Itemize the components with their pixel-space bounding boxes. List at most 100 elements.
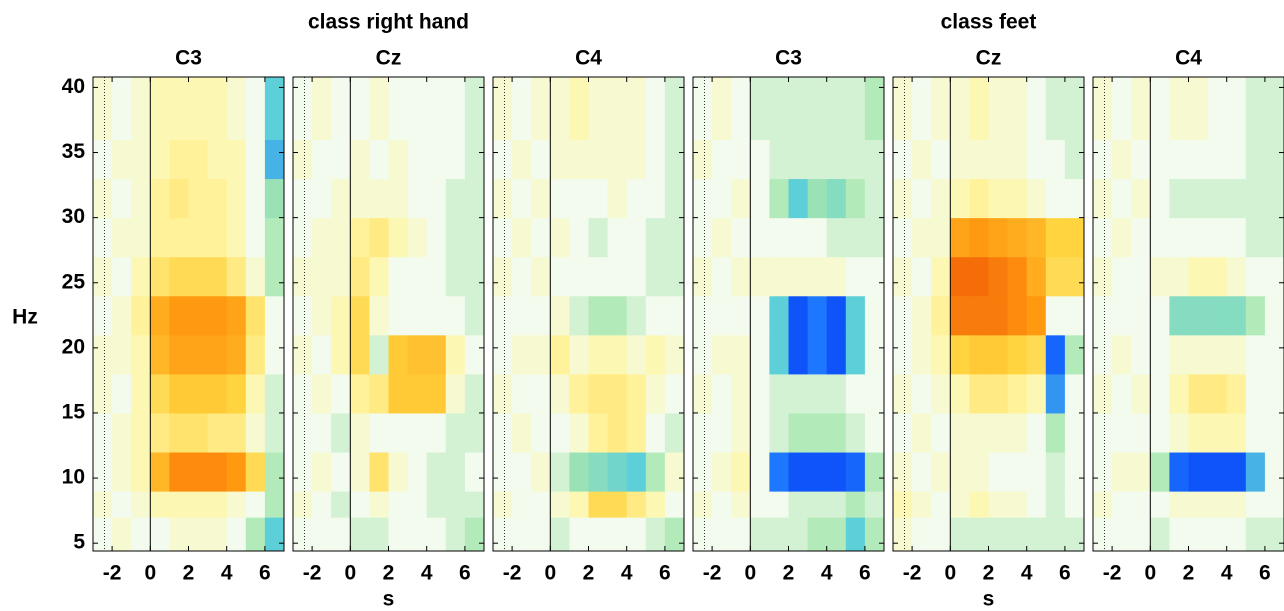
heat-cell (1227, 335, 1247, 375)
heat-cell (227, 296, 247, 336)
heat-cell (1065, 335, 1085, 375)
heat-cell (827, 452, 847, 492)
heat-cell (150, 257, 170, 297)
heat-cell (1046, 413, 1066, 453)
heat-cell (750, 374, 770, 414)
heat-cell (131, 179, 151, 219)
heat-cell (846, 335, 866, 375)
heat-cell (1131, 452, 1151, 492)
heat-cell (569, 296, 589, 336)
heat-cell (646, 77, 666, 140)
x-tick-label: 4 (821, 562, 833, 585)
heat-cell (408, 413, 428, 453)
heat-cell (227, 491, 247, 518)
x-tick-label: 6 (459, 562, 471, 585)
heat-cell (331, 140, 351, 180)
heat-cell (312, 517, 332, 551)
heat-cell (1008, 413, 1028, 453)
heat-cell (389, 179, 409, 219)
heat-cell (1046, 257, 1066, 297)
heat-cell (646, 179, 666, 219)
heat-cell (950, 335, 970, 375)
heat-cell (350, 413, 370, 453)
x-tick-label: -2 (703, 562, 722, 585)
heat-cell (1065, 296, 1085, 336)
heat-cell (1046, 452, 1066, 492)
heat-cell (550, 218, 570, 258)
heat-cell (446, 374, 466, 414)
heat-cell (589, 179, 609, 219)
heat-cell (408, 452, 428, 492)
heat-cell (1131, 218, 1151, 258)
heat-cell (408, 140, 428, 180)
panel-title: C4 (575, 47, 602, 70)
heat-cell (265, 452, 285, 492)
heat-cell (769, 140, 789, 180)
heat-cell (569, 413, 589, 453)
figure: -20246510152025303540C3-20246Cz-20246C4-… (0, 0, 1284, 611)
heat-cell (1208, 374, 1228, 414)
heat-cell (369, 77, 389, 140)
x-tick-label: 0 (544, 562, 556, 585)
heat-cell (750, 179, 770, 219)
heat-cell (93, 335, 113, 375)
heat-cell (493, 257, 513, 297)
x-tick-label: 2 (1183, 562, 1195, 585)
heat-cell (1112, 77, 1132, 140)
heat-cell (1150, 77, 1170, 140)
heat-cell (493, 77, 513, 140)
heat-cell (512, 517, 532, 551)
heat-cell (131, 517, 151, 551)
heat-cell (789, 335, 809, 375)
heat-cell (512, 77, 532, 140)
heat-cell (112, 335, 132, 375)
heat-cell (208, 140, 228, 180)
heat-cell (331, 257, 351, 297)
heat-cell (189, 179, 209, 219)
heat-cell (769, 77, 789, 140)
heat-cell (350, 335, 370, 375)
heat-cell (750, 517, 770, 551)
heat-cell (112, 452, 132, 492)
heat-cell (493, 218, 513, 258)
heat-cell (169, 374, 189, 414)
heat-cell (712, 335, 732, 375)
heat-cell (589, 374, 609, 414)
heat-cell (189, 374, 209, 414)
heat-cell (131, 335, 151, 375)
heat-cell (1150, 452, 1170, 492)
heat-cell (1169, 257, 1189, 297)
heat-cell (627, 296, 647, 336)
heat-cell (912, 413, 932, 453)
heat-cell (512, 140, 532, 180)
heat-cell (627, 77, 647, 140)
heat-cell (189, 140, 209, 180)
heat-cell (569, 257, 589, 297)
heat-cell (227, 77, 247, 140)
heat-cell (731, 218, 751, 258)
heat-cell (969, 77, 989, 140)
heat-cell (389, 491, 409, 518)
x-tick-label: -2 (1103, 562, 1122, 585)
heat-cell (665, 452, 685, 492)
heat-cell (1150, 491, 1170, 518)
heat-cell (665, 140, 685, 180)
heat-cell (1189, 335, 1209, 375)
heat-cell (1169, 491, 1189, 518)
heat-cell (265, 179, 285, 219)
heat-cell (1131, 413, 1151, 453)
heat-cell (1246, 452, 1266, 492)
heat-cell (769, 257, 789, 297)
heat-cell (989, 452, 1009, 492)
heat-cell (969, 413, 989, 453)
heat-cell (246, 218, 266, 258)
heat-cell (531, 413, 551, 453)
heat-cell (931, 452, 951, 492)
heat-cell (1027, 257, 1047, 297)
x-tick-label: 4 (1221, 562, 1233, 585)
heat-cell (931, 218, 951, 258)
x-tick-label: 4 (421, 562, 433, 585)
heat-cell (1008, 491, 1028, 518)
heat-cell (169, 257, 189, 297)
heat-cell (1046, 335, 1066, 375)
